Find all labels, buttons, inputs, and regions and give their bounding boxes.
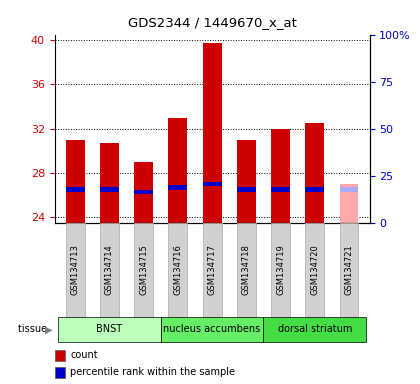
Bar [66,140,84,223]
Text: count: count [70,350,98,360]
Bar [134,190,153,194]
Text: GSM134714: GSM134714 [105,244,114,295]
Bar [203,182,221,186]
Bar [168,185,187,190]
Bar [305,187,324,192]
Text: GSM134718: GSM134718 [242,244,251,295]
Bar [340,187,359,192]
Text: percentile rank within the sample: percentile rank within the sample [70,367,235,377]
Text: GSM134716: GSM134716 [173,244,182,295]
Title: GDS2344 / 1449670_x_at: GDS2344 / 1449670_x_at [128,16,297,29]
Bar [305,123,324,223]
Text: BNST: BNST [96,324,123,334]
Bar [271,187,290,192]
Bar [237,187,256,192]
Bar [203,43,221,223]
Text: GSM134720: GSM134720 [310,244,319,295]
Bar [134,162,153,223]
Bar [168,118,187,223]
Bar [66,187,84,192]
Text: GSM134715: GSM134715 [139,244,148,295]
Text: dorsal striatum: dorsal striatum [278,324,352,334]
Text: GSM134717: GSM134717 [207,244,217,295]
Bar [271,129,290,223]
Text: nucleus accumbens: nucleus accumbens [163,324,261,334]
Bar [100,143,119,223]
Text: tissue: tissue [18,324,50,334]
Text: ▶: ▶ [45,324,52,334]
Bar [340,184,359,223]
Text: GSM134719: GSM134719 [276,244,285,295]
Text: GSM134721: GSM134721 [344,244,354,295]
Bar [100,187,119,192]
Text: GSM134713: GSM134713 [71,244,80,295]
Bar [237,140,256,223]
